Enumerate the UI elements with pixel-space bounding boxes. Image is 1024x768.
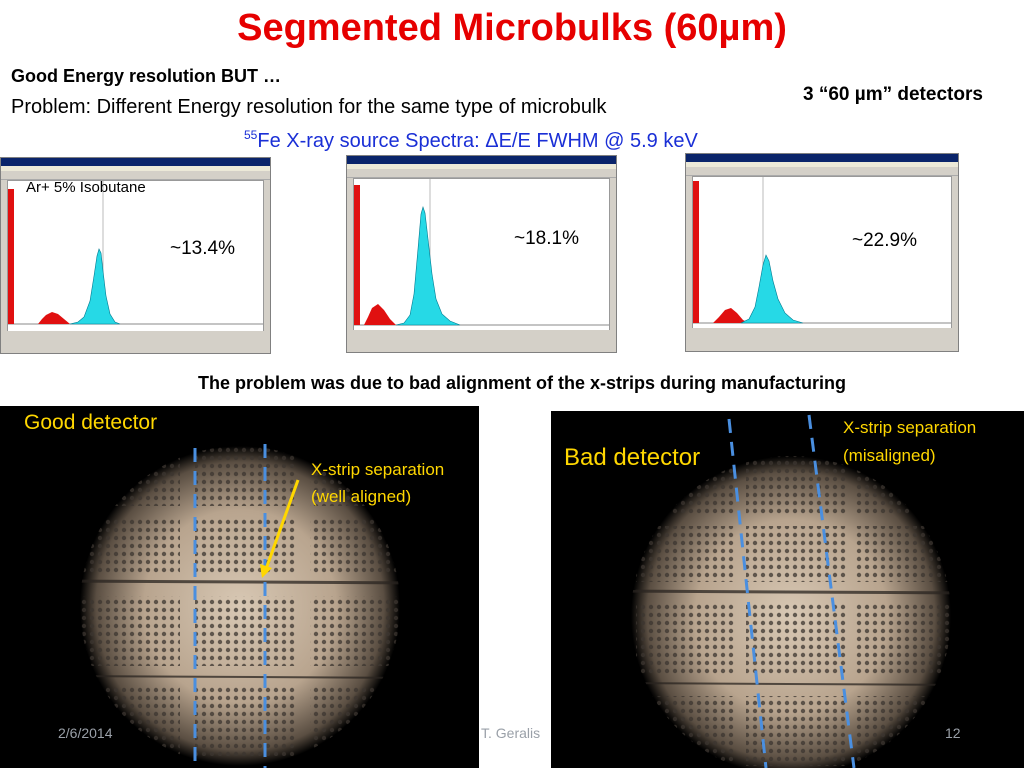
spectrum-chart-2 [354, 179, 609, 326]
window-titlebar [347, 156, 616, 164]
escape-peak [713, 308, 749, 323]
annotation-arrow [264, 479, 300, 570]
bad-detector-label: Bad detector [564, 444, 701, 471]
spectrum-plot-area [353, 178, 610, 332]
spectra-caption: 55Fe X-ray source Spectra: ΔE/E FWHM @ 5… [244, 128, 698, 153]
window-toolbar [686, 167, 958, 176]
window-titlebar [686, 154, 958, 162]
good-detector-image [80, 444, 400, 768]
spectrum-plot-area [7, 180, 264, 332]
strip-line-right [807, 414, 856, 768]
detectors-count-label: 3 “60 µm” detectors [803, 84, 983, 105]
good-detector-photo: Good detector X-strip separation (well a… [0, 406, 479, 768]
isotope-mass-number: 55 [244, 128, 258, 142]
spectrum-screenshot-1 [0, 157, 271, 354]
low-energy-noise-bar [693, 181, 699, 323]
window-titlebar [1, 158, 270, 166]
resolution-label-2: ~18.1% [514, 228, 579, 249]
footer-date: 2/6/2014 [58, 725, 113, 741]
spectrum-chart-1 [8, 181, 263, 325]
subtitle-line: Good Energy resolution BUT … [11, 66, 282, 86]
problem-caption: The problem was due to bad alignment of … [197, 373, 847, 393]
strip-line-left [727, 418, 768, 768]
main-peak [69, 248, 121, 325]
good-annotation-line1: X-strip separation [311, 460, 445, 479]
low-energy-noise-bar [354, 185, 360, 325]
window-menubar [1, 166, 270, 171]
escape-peak [38, 312, 70, 324]
spectrum-plot-area [692, 176, 952, 330]
bad-annotation-line1: X-strip separation [843, 418, 977, 437]
spectra-caption-text: Fe X-ray source Spectra: ΔE/E FWHM @ 5.9… [257, 130, 698, 152]
spectrum-controls [686, 328, 958, 351]
arrow-head [260, 564, 272, 578]
escape-peak [364, 304, 396, 325]
resolution-label-3: ~22.9% [852, 230, 917, 251]
window-toolbar [1, 171, 270, 180]
bad-detector-photo: Bad detector X-strip separation (misalig… [551, 411, 1024, 768]
resolution-label-1: ~13.4% [170, 238, 235, 259]
spectrum-chart-3 [693, 177, 951, 324]
spectrum-screenshot-3 [685, 153, 959, 352]
spectrum-controls [1, 331, 270, 353]
page-number: 12 [945, 725, 961, 741]
window-menubar [347, 164, 616, 169]
spectrum-screenshot-2 [346, 155, 617, 353]
problem-statement: Problem: Different Energy resolution for… [11, 96, 607, 118]
slide-title: Segmented Microbulks (60µm) [237, 7, 787, 49]
window-toolbar [347, 169, 616, 178]
main-peak [395, 205, 461, 326]
good-annotation-line2: (well aligned) [311, 487, 412, 506]
good-detector-label: Good detector [24, 411, 158, 434]
low-energy-noise-bar [8, 189, 14, 324]
gas-mixture-label: Ar+ 5% Isobutane [26, 179, 146, 196]
main-peak [740, 254, 804, 324]
bad-detector-image [631, 414, 951, 768]
spectrum-controls [347, 330, 616, 352]
window-menubar [686, 162, 958, 167]
footer-author: T. Geralis [481, 725, 541, 741]
bad-annotation-line2: (misaligned) [843, 446, 936, 465]
